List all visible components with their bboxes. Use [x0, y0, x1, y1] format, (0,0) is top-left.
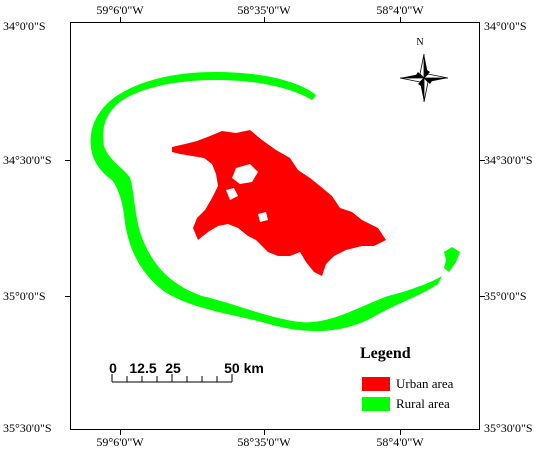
- latitude-label-right: 34°0'0"S: [484, 19, 527, 33]
- urban-area-gap: [258, 212, 268, 222]
- legend-item-rural: Rural area: [362, 396, 450, 412]
- urban-area-gap: [226, 188, 238, 200]
- frame-tick: [120, 17, 121, 23]
- scale-bar: [111, 374, 233, 383]
- legend-title: Legend: [360, 345, 411, 362]
- latitude-label-left: 34°0'0"S: [3, 19, 46, 33]
- latitude-label-left: 34°30'0"S: [3, 153, 52, 167]
- scale-bar-label: 12.5: [129, 360, 157, 376]
- longitude-label-bottom: 59°6'0"W: [96, 435, 144, 449]
- legend-label-urban: Urban area: [396, 376, 454, 391]
- frame-tick: [479, 296, 485, 297]
- longitude-label-top: 58°4'0"W: [376, 3, 424, 17]
- longitude-label-top: 58°35'0"W: [237, 3, 291, 17]
- latitude-label-right: 34°30'0"S: [484, 153, 533, 167]
- north-arrow-label: N: [416, 37, 424, 48]
- frame-tick: [400, 429, 401, 435]
- scale-bar-label: 25: [165, 360, 181, 376]
- longitude-label-bottom: 58°35'0"W: [237, 435, 291, 449]
- frame-tick: [65, 160, 71, 161]
- latitude-label-left: 35°30'0"S: [3, 421, 52, 435]
- legend-label-rural: Rural area: [396, 396, 450, 411]
- frame-tick: [120, 429, 121, 435]
- compass-rose-icon: [399, 53, 449, 103]
- latitude-label-right: 35°30'0"S: [484, 421, 533, 435]
- legend-swatch-rural: [362, 397, 390, 411]
- longitude-label-top: 59°6'0"W: [96, 3, 144, 17]
- latitude-label-left: 35°0'0"S: [3, 289, 46, 303]
- frame-tick: [65, 296, 71, 297]
- latitude-label-right: 35°0'0"S: [484, 289, 527, 303]
- legend-item-urban: Urban area: [362, 376, 453, 392]
- urban-area-region: [172, 130, 386, 276]
- frame-tick: [400, 17, 401, 23]
- frame-tick: [479, 160, 485, 161]
- rural-area-region: [90, 72, 442, 332]
- frame-tick: [264, 429, 265, 435]
- frame-tick: [264, 17, 265, 23]
- scale-bar-label: 0: [109, 360, 117, 376]
- longitude-label-bottom: 58°4'0"W: [376, 435, 424, 449]
- legend-swatch-urban: [362, 377, 390, 391]
- scale-bar-label: 50 km: [224, 360, 264, 376]
- rural-area-fragment: [444, 247, 460, 272]
- urban-area-gap: [232, 164, 258, 184]
